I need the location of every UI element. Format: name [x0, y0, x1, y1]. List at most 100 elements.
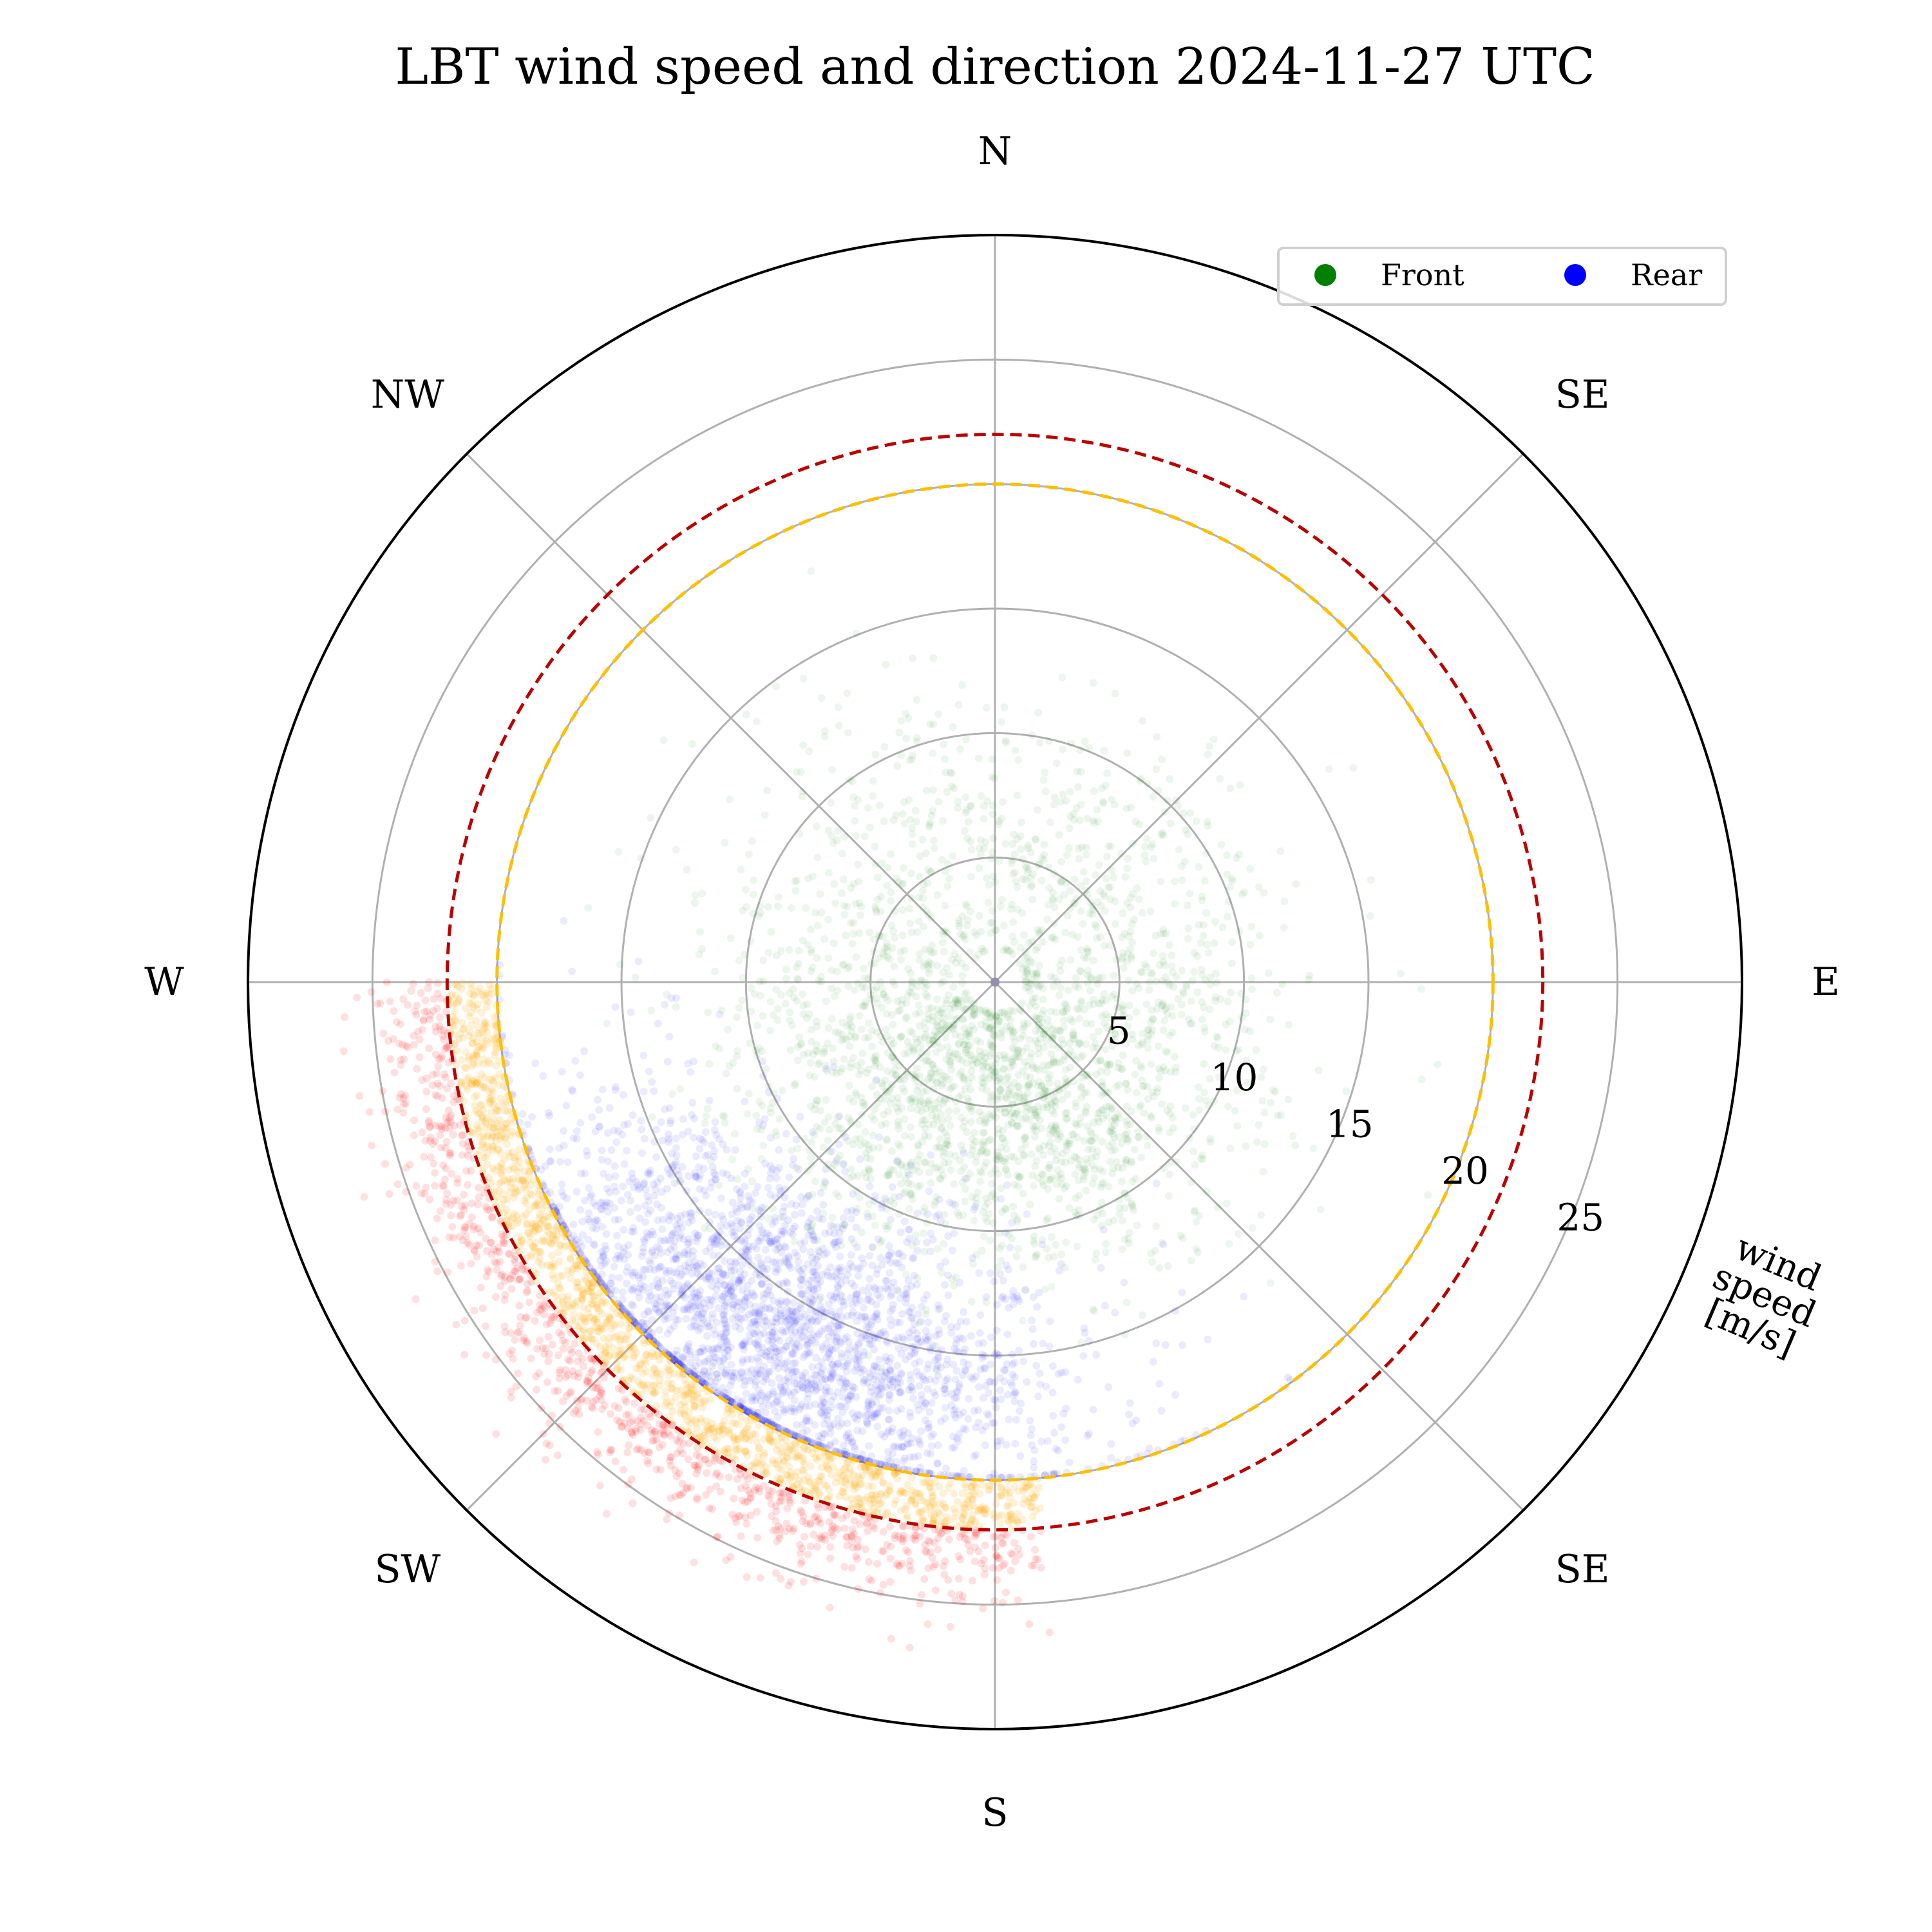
scatter-point	[1115, 1195, 1124, 1204]
scatter-point	[1235, 1230, 1243, 1238]
scatter-point	[1008, 1119, 1016, 1128]
scatter-point	[961, 935, 969, 943]
scatter-point	[971, 1005, 979, 1013]
scatter-point	[1135, 1133, 1143, 1141]
scatter-point	[1007, 1111, 1014, 1119]
scatter-point	[1023, 967, 1032, 975]
scatter-point	[822, 1165, 830, 1173]
scatter-point	[1276, 1111, 1285, 1119]
scatter-point	[1050, 904, 1059, 912]
scatter-point	[869, 1144, 877, 1152]
scatter-point	[860, 1139, 869, 1148]
scatter-point	[1077, 800, 1085, 809]
scatter-point	[861, 974, 869, 982]
scatter-point	[1069, 1052, 1077, 1060]
scatter-point	[905, 1171, 913, 1179]
scatter-point	[779, 1328, 788, 1336]
scatter-point	[797, 1041, 805, 1049]
scatter-point	[996, 1018, 1004, 1025]
scatter-point	[942, 1140, 950, 1148]
scatter-point	[1235, 850, 1243, 858]
scatter-point	[581, 1170, 589, 1178]
scatter-point	[1063, 1142, 1071, 1150]
scatter-point	[1057, 1170, 1065, 1179]
scatter-point	[617, 1197, 625, 1205]
scatter-point	[573, 1188, 581, 1196]
scatter-point	[1092, 1070, 1101, 1079]
scatter-point	[1172, 972, 1180, 981]
scatter-point	[1134, 1041, 1142, 1050]
scatter-point	[923, 1336, 932, 1344]
scatter-point	[756, 909, 764, 917]
scatter-point	[688, 740, 696, 748]
scatter-point	[1049, 1128, 1057, 1137]
scatter-point	[746, 1039, 754, 1047]
scatter-point	[1101, 1302, 1109, 1310]
scatter-point	[1075, 1177, 1083, 1184]
scatter-point	[1060, 891, 1068, 899]
scatter-point	[764, 1184, 772, 1192]
scatter-point	[766, 998, 775, 1006]
scatter-point	[1049, 896, 1057, 905]
scatter-point	[875, 1144, 883, 1152]
scatter-point	[971, 1137, 980, 1146]
scatter-point	[871, 860, 880, 868]
scatter-point	[1139, 717, 1147, 725]
scatter-point	[1003, 1022, 1011, 1030]
scatter-point	[977, 791, 985, 800]
scatter-point	[749, 909, 757, 918]
scatter-point	[1025, 1036, 1034, 1044]
scatter-point	[987, 1170, 996, 1178]
scatter-point	[1001, 1093, 1010, 1101]
scatter-point	[906, 815, 914, 824]
scatter-point	[941, 867, 949, 876]
scatter-point	[1019, 1032, 1027, 1040]
scatter-point	[876, 1094, 884, 1103]
scatter-point	[1056, 961, 1064, 969]
scatter-point	[905, 796, 913, 804]
scatter-point	[813, 1096, 821, 1104]
scatter-point	[961, 1048, 970, 1057]
scatter-point	[984, 1063, 992, 1071]
scatter-point	[1035, 983, 1043, 991]
scatter-point	[1055, 1267, 1063, 1275]
scatter-point	[1043, 1214, 1052, 1222]
scatter-point	[927, 1442, 936, 1450]
scatter-point	[1005, 1416, 1013, 1424]
scatter-point	[929, 749, 937, 757]
scatter-point	[1252, 1046, 1260, 1054]
scatter-point	[1067, 739, 1075, 748]
scatter-point	[730, 1130, 739, 1138]
scatter-point	[1143, 1141, 1151, 1150]
scatter-point	[1036, 928, 1043, 936]
scatter-point	[1046, 1176, 1054, 1184]
scatter-point	[937, 1124, 945, 1133]
scatter-point	[887, 1043, 896, 1051]
scatter-point	[882, 1205, 891, 1213]
scatter-point	[920, 962, 928, 971]
scatter-point	[929, 720, 938, 728]
scatter-point	[886, 1215, 895, 1224]
scatter-point	[992, 1067, 1001, 1075]
scatter-point	[1036, 1146, 1044, 1154]
scatter-point	[1147, 969, 1155, 977]
scatter-point	[1072, 1103, 1080, 1111]
scatter-point	[1014, 1046, 1022, 1055]
scatter-point	[896, 956, 905, 964]
scatter-point	[1246, 865, 1255, 873]
scatter-point	[1080, 1137, 1088, 1145]
scatter-point	[1019, 1263, 1027, 1271]
scatter-point	[788, 1161, 797, 1170]
scatter-point	[922, 1086, 931, 1095]
scatter-point	[1102, 1103, 1110, 1110]
scatter-point	[1120, 1011, 1128, 1019]
scatter-point	[1054, 1166, 1062, 1174]
scatter-point	[672, 1134, 680, 1142]
scatter-point	[871, 1056, 879, 1065]
scatter-point	[958, 997, 967, 1005]
scatter-point	[877, 1363, 886, 1372]
scatter-point	[1008, 900, 1016, 909]
scatter-point	[1166, 1102, 1175, 1110]
scatter-point	[1255, 883, 1263, 891]
scatter-point	[1063, 911, 1072, 920]
